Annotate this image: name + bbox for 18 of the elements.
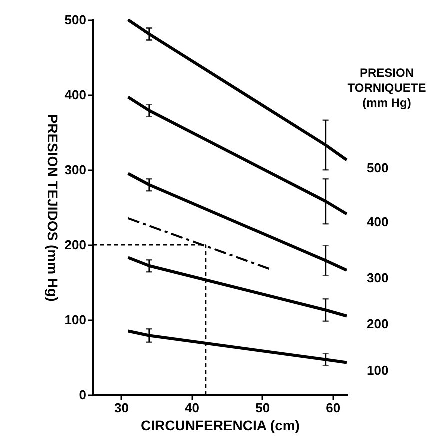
x-tick-label: 30	[114, 400, 129, 416]
y-tick-label: 300	[64, 162, 86, 178]
y-tick-label: 500	[64, 12, 86, 28]
series-label: 300	[367, 270, 389, 286]
x-tick-label: 60	[326, 400, 341, 416]
series-label: 200	[367, 316, 389, 332]
x-axis-title: CIRCUNFERENCIA (cm)	[141, 418, 300, 434]
y-tick-label: 0	[79, 388, 86, 402]
x-tick-label: 50	[256, 400, 270, 416]
series-label: 400	[367, 214, 389, 230]
legend-title: PRESION TORNIQUETE (mm Hg)	[348, 66, 426, 110]
y-tick-label: 200	[64, 238, 86, 252]
series-label: 100	[367, 362, 389, 378]
series-label: 500	[367, 160, 389, 176]
y-tick-label: 100	[64, 312, 86, 328]
x-tick-label: 40	[185, 400, 200, 416]
y-axis-title: PRESION TEJIDOS (mm Hg)	[44, 114, 61, 302]
y-tick-label: 400	[64, 88, 86, 102]
